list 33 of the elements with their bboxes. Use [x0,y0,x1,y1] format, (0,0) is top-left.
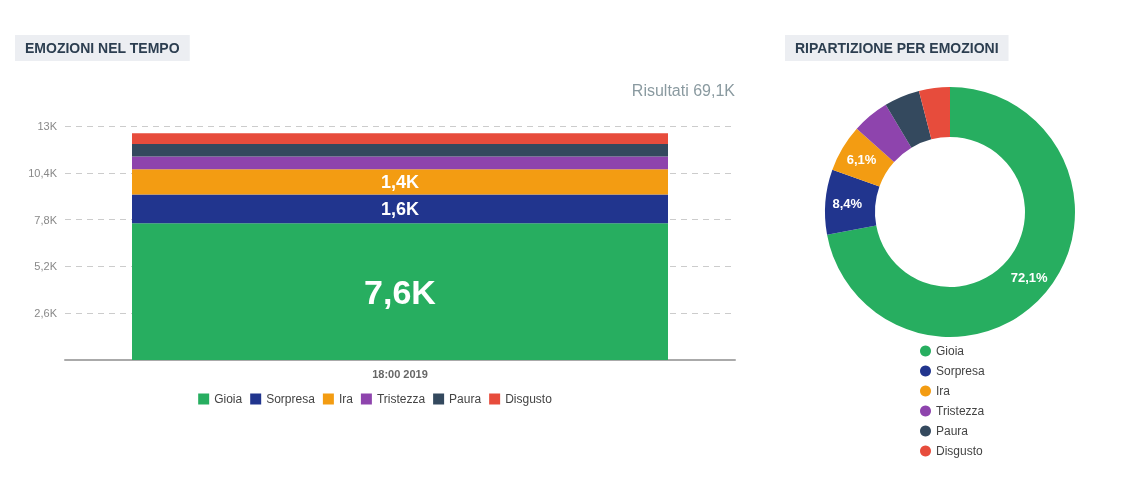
bar [132,156,668,170]
data-label: 1,4K [380,171,420,192]
data-label: 6,1% [846,151,877,167]
legend-label: Tristezza [376,392,426,406]
legend-label: Paura [449,392,482,406]
bar [132,144,668,157]
data-label: 8,4% [832,196,863,212]
legend-label: Gioia [936,344,965,358]
legend-label: Ira [936,384,951,398]
chart-title: EMOZIONI NEL TEMPO [25,40,180,56]
data-label: 1,6K [380,198,420,219]
y-tick-label: 5,2K [34,260,58,273]
legend-label: Gioia [214,392,243,406]
data-label: 7,6K [364,272,437,311]
legend-label: Ira [338,392,354,406]
bar [132,133,668,144]
legend-label: Paura [936,424,969,438]
bar [132,194,668,224]
y-tick-label: 2,6K [34,307,58,320]
y-tick-label: 10,4K [28,166,58,179]
legend-label: Disgusto [505,392,553,406]
bar [132,169,668,195]
x-tick-label: 18:00 2019 [372,367,428,380]
text: Risultati 69,1K [631,81,736,99]
chart-title: RIPARTIZIONE PER EMOZIONI [795,40,999,56]
legend-label: Disgusto [936,444,984,458]
data-label: 72,1% [1010,270,1049,286]
legend-label: Sorpresa [936,364,986,378]
y-tick-label: 7,8K [34,213,58,226]
bar [132,223,668,360]
y-tick-label: 13K [37,120,58,132]
legend-label: Tristezza [936,404,985,418]
legend-label: Sorpresa [266,392,316,406]
